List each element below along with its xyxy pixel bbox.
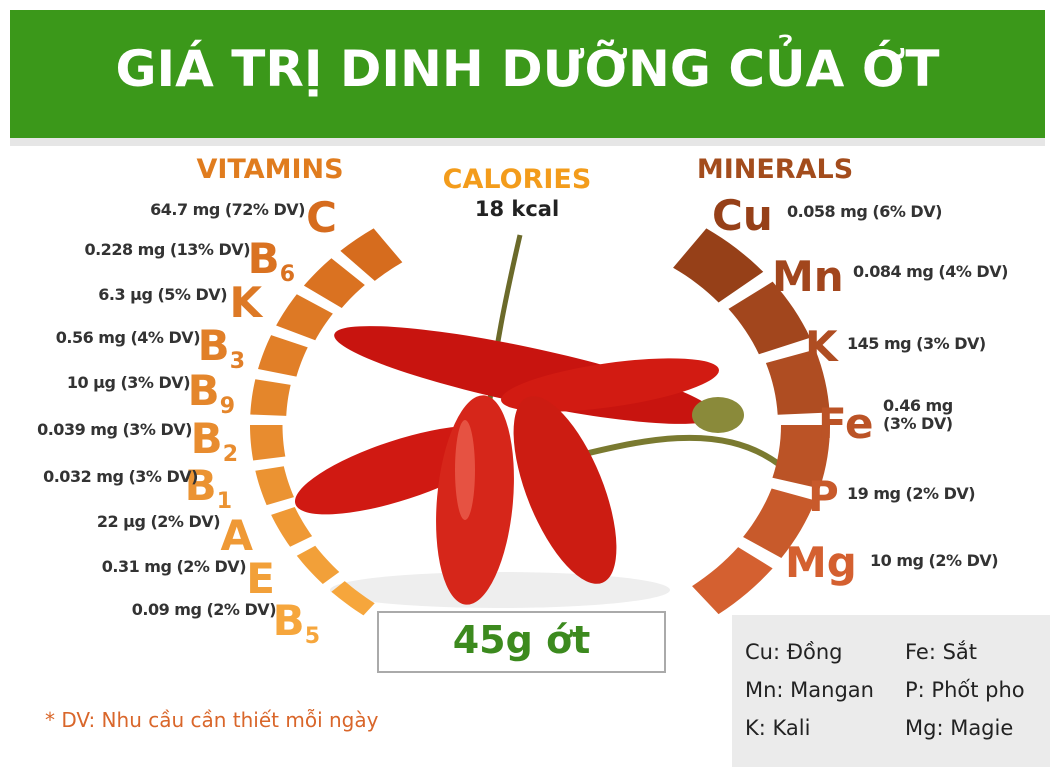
vitamin-amount: 0.09 mg (2% DV) — [131, 600, 277, 619]
minerals-title: MINERALS — [696, 154, 854, 185]
vitamin-amount: 22 µg (2% DV) — [96, 512, 221, 531]
symbol: B — [187, 366, 220, 415]
mineral-amount: 19 mg (2% DV) — [847, 484, 976, 503]
vitamin-symbol: E — [246, 558, 275, 600]
mineral-symbol: P — [808, 472, 839, 521]
arc-segment — [250, 379, 291, 416]
mineral-amount: 145 mg (3% DV) — [847, 334, 986, 353]
legend-entry: Cu: Đồng — [745, 640, 843, 664]
vitamin-symbol: A — [220, 515, 253, 557]
arc-segment — [728, 281, 811, 355]
subscript: 9 — [219, 394, 235, 419]
symbol: B — [184, 461, 217, 510]
mineral-amount: 0.058 mg (6% DV) — [787, 202, 942, 221]
vitamin-amount: 0.56 mg (4% DV) — [55, 328, 201, 347]
arc-segment — [692, 547, 773, 615]
arc-segment — [258, 335, 308, 377]
header-band — [10, 10, 1045, 138]
mineral-symbol: Mn — [772, 252, 844, 301]
serving-box — [377, 611, 666, 673]
symbol: K — [229, 278, 262, 327]
subscript: 6 — [279, 262, 295, 287]
arc-segment — [743, 488, 816, 559]
symbol: E — [246, 554, 275, 603]
mineral-symbol: Mg — [785, 538, 857, 587]
symbol: B — [190, 414, 223, 463]
arc-segment — [271, 507, 313, 547]
vitamin-symbol: B2 — [191, 418, 238, 466]
vitamin-symbol: B6 — [248, 238, 295, 286]
subscript: 5 — [304, 624, 320, 649]
legend-entry: P: Phốt pho — [905, 678, 1025, 702]
mineral-symbol: Cu — [712, 191, 773, 240]
vitamin-amount: 0.228 mg (13% DV) — [84, 240, 250, 259]
vitamin-amount: 0.31 mg (2% DV) — [101, 557, 247, 576]
arc-segment — [331, 581, 375, 616]
arc-segment — [303, 258, 365, 308]
subscript: 1 — [216, 489, 232, 514]
symbol: B — [247, 234, 280, 283]
arc-segment — [765, 349, 830, 415]
vitamin-amount: 10 µg (3% DV) — [66, 373, 191, 392]
footnote: * DV: Nhu cầu cần thiết mỗi ngày — [45, 708, 379, 732]
subscript: 2 — [222, 442, 238, 467]
arc-segment — [673, 228, 764, 303]
mineral-amount: 0.084 mg (4% DV) — [853, 262, 1008, 281]
mineral-amount: 10 mg (2% DV) — [870, 551, 999, 570]
calories-title: CALORIES — [442, 164, 592, 195]
vitamins-title: VITAMINS — [196, 154, 344, 185]
symbol: A — [220, 511, 253, 560]
arc-segment — [340, 228, 403, 281]
vitamin-symbol: B3 — [198, 325, 245, 373]
vitamin-symbol: B9 — [188, 370, 235, 418]
symbol: C — [306, 193, 337, 242]
title: GIÁ TRỊ DINH DƯỠNG CỦA ỚT — [115, 40, 940, 98]
vitamin-symbol: K — [229, 282, 262, 324]
mineral-symbol: K — [805, 322, 838, 371]
legend-entry: Fe: Sắt — [905, 640, 978, 664]
chili-peppers — [294, 234, 782, 608]
vitamin-amount: 0.039 mg (3% DV) — [37, 420, 192, 439]
legend-entry: Mn: Mangan — [745, 678, 874, 702]
symbol: B — [272, 596, 305, 645]
vitamin-amount: 6.3 µg (5% DV) — [98, 285, 227, 304]
serving: 45g ớt — [452, 618, 591, 662]
mineral-symbol: Fe — [818, 399, 874, 448]
vitamin-symbol: B1 — [185, 465, 232, 513]
vitamin-symbol: C — [306, 197, 337, 239]
arc-segment — [255, 466, 294, 506]
mineral-amount: 0.46 mg (3% DV) — [883, 396, 953, 433]
legend-box — [732, 615, 1050, 767]
vitamin-amount: 64.7 mg (72% DV) — [150, 200, 305, 219]
arc-segment — [276, 294, 333, 341]
legend-entry: Mg: Magie — [905, 716, 1014, 740]
header-shadow — [10, 138, 1045, 146]
symbol: B — [197, 321, 230, 370]
vitamin-symbol: B5 — [273, 600, 320, 648]
vitamin-amount: 0.032 mg (3% DV) — [43, 467, 198, 486]
arc-segment — [772, 425, 830, 489]
legend-entry: K: Kali — [745, 716, 811, 740]
arc-segment — [296, 545, 340, 585]
subscript: 3 — [229, 349, 245, 374]
calories-value: 18 kcal — [474, 197, 560, 221]
arc-segment — [250, 425, 286, 461]
